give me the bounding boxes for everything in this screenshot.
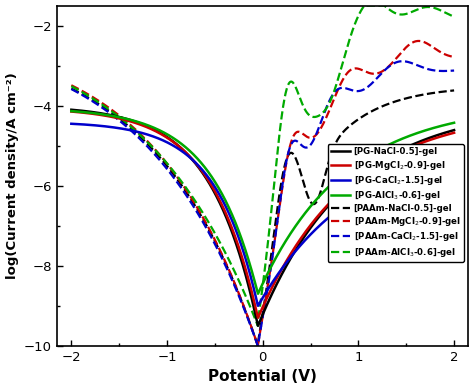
[PG-AlCl$_3$-0.6]-gel <box>440 123 446 128</box>
[PAAm-NaCl-0.5]-gel <box>255 342 260 347</box>
[PG-CaCl$_2$-1.5]-gel <box>68 121 74 126</box>
[PAAm-MgCl$_2$-0.9]-gel <box>440 51 446 56</box>
[PAAm-MgCl$_2$-0.9]-gel <box>451 55 457 59</box>
[PG-MgCl$_2$-0.9]-gel <box>88 111 94 116</box>
[PG-NaCl-0.5]-gel <box>440 131 446 136</box>
[PG-NaCl-0.5]-gel <box>245 279 250 284</box>
X-axis label: Potential (V): Potential (V) <box>208 369 317 385</box>
[PG-AlCl$_3$-0.6]-gel <box>440 123 446 128</box>
[PAAm-NaCl-0.5]-gel <box>440 89 446 94</box>
Line: [PG-MgCl$_2$-0.9]-gel: [PG-MgCl$_2$-0.9]-gel <box>71 112 454 318</box>
[PAAm-AlCl$_3$-0.6]-gel <box>68 84 74 89</box>
[PAAm-MgCl$_2$-0.9]-gel <box>255 343 261 348</box>
[PG-CaCl$_2$-1.5]-gel <box>370 185 376 190</box>
[PAAm-AlCl$_3$-0.6]-gel <box>255 323 260 327</box>
[PG-MgCl$_2$-0.9]-gel <box>255 314 260 318</box>
[PAAm-AlCl$_3$-0.6]-gel <box>370 3 376 8</box>
[PAAm-NaCl-0.5]-gel <box>245 314 250 318</box>
[PAAm-AlCl$_3$-0.6]-gel <box>362 3 367 8</box>
Line: [PAAm-MgCl$_2$-0.9]-gel: [PAAm-MgCl$_2$-0.9]-gel <box>71 41 454 346</box>
[PAAm-NaCl-0.5]-gel <box>370 108 376 113</box>
[PAAm-CaCl$_2$-1.5]-gel <box>68 87 74 91</box>
[PAAm-CaCl$_2$-1.5]-gel <box>440 69 446 73</box>
[PG-NaCl-0.5]-gel <box>88 110 94 114</box>
[PAAm-MgCl$_2$-0.9]-gel <box>88 94 94 98</box>
[PAAm-CaCl$_2$-1.5]-gel <box>255 344 261 348</box>
[PG-AlCl$_3$-0.6]-gel <box>88 110 94 115</box>
[PAAm-MgCl$_2$-0.9]-gel <box>245 313 250 318</box>
[PAAm-AlCl$_3$-0.6]-gel <box>440 9 446 14</box>
[PAAm-CaCl$_2$-1.5]-gel <box>440 69 446 73</box>
[PAAm-MgCl$_2$-0.9]-gel <box>440 51 446 56</box>
[PG-MgCl$_2$-0.9]-gel <box>370 165 376 169</box>
[PG-NaCl-0.5]-gel <box>255 323 261 328</box>
[PG-AlCl$_3$-0.6]-gel <box>68 109 74 113</box>
[PG-CaCl$_2$-1.5]-gel <box>255 301 260 306</box>
[PG-CaCl$_2$-1.5]-gel <box>440 158 446 162</box>
Line: [PAAm-AlCl$_3$-0.6]-gel: [PAAm-AlCl$_3$-0.6]-gel <box>71 5 454 326</box>
[PG-MgCl$_2$-0.9]-gel <box>68 109 74 114</box>
[PG-CaCl$_2$-1.5]-gel <box>440 158 446 162</box>
[PG-AlCl$_3$-0.6]-gel <box>451 121 457 125</box>
[PAAm-AlCl$_3$-0.6]-gel <box>255 323 261 328</box>
Line: [PG-CaCl$_2$-1.5]-gel: [PG-CaCl$_2$-1.5]-gel <box>71 124 454 306</box>
[PG-MgCl$_2$-0.9]-gel <box>245 273 250 277</box>
Line: [PAAm-CaCl$_2$-1.5]-gel: [PAAm-CaCl$_2$-1.5]-gel <box>71 61 454 346</box>
[PG-CaCl$_2$-1.5]-gel <box>88 122 94 127</box>
[PAAm-NaCl-0.5]-gel <box>68 86 74 91</box>
[PAAm-AlCl$_3$-0.6]-gel <box>451 14 457 19</box>
[PG-CaCl$_2$-1.5]-gel <box>255 303 261 308</box>
[PAAm-CaCl$_2$-1.5]-gel <box>370 80 376 85</box>
[PG-NaCl-0.5]-gel <box>255 321 260 326</box>
[PG-CaCl$_2$-1.5]-gel <box>451 155 457 160</box>
[PG-AlCl$_3$-0.6]-gel <box>255 291 261 296</box>
[PG-NaCl-0.5]-gel <box>68 107 74 112</box>
[PAAm-MgCl$_2$-0.9]-gel <box>68 83 74 88</box>
[PAAm-MgCl$_2$-0.9]-gel <box>416 39 421 43</box>
[PG-AlCl$_3$-0.6]-gel <box>245 254 250 258</box>
Legend: [PG-NaCl-0.5]-gel, [PG-MgCl$_2$-0.9]-gel, [PG-CaCl$_2$-1.5]-gel, [PG-AlCl$_3$-0.: [PG-NaCl-0.5]-gel, [PG-MgCl$_2$-0.9]-gel… <box>328 144 464 262</box>
[PAAm-NaCl-0.5]-gel <box>440 89 446 94</box>
[PAAm-AlCl$_3$-0.6]-gel <box>245 298 250 302</box>
[PG-AlCl$_3$-0.6]-gel <box>370 151 376 156</box>
Y-axis label: log(Current density/A cm⁻²): log(Current density/A cm⁻²) <box>6 73 18 279</box>
[PAAm-NaCl-0.5]-gel <box>88 97 94 101</box>
[PAAm-AlCl$_3$-0.6]-gel <box>440 9 446 14</box>
[PG-NaCl-0.5]-gel <box>440 131 446 136</box>
[PAAm-MgCl$_2$-0.9]-gel <box>370 71 376 76</box>
[PG-NaCl-0.5]-gel <box>451 128 457 133</box>
[PAAm-AlCl$_3$-0.6]-gel <box>88 95 94 99</box>
[PAAm-CaCl$_2$-1.5]-gel <box>400 59 405 64</box>
[PAAm-NaCl-0.5]-gel <box>255 344 261 348</box>
[PAAm-CaCl$_2$-1.5]-gel <box>245 315 250 319</box>
[PG-MgCl$_2$-0.9]-gel <box>440 133 446 138</box>
Line: [PG-AlCl$_3$-0.6]-gel: [PG-AlCl$_3$-0.6]-gel <box>71 111 454 294</box>
Line: [PG-NaCl-0.5]-gel: [PG-NaCl-0.5]-gel <box>71 110 454 326</box>
[PAAm-CaCl$_2$-1.5]-gel <box>255 342 260 347</box>
[PG-AlCl$_3$-0.6]-gel <box>255 290 260 294</box>
[PG-MgCl$_2$-0.9]-gel <box>451 130 457 135</box>
[PG-NaCl-0.5]-gel <box>370 164 376 169</box>
[PAAm-CaCl$_2$-1.5]-gel <box>451 68 457 73</box>
Line: [PAAm-NaCl-0.5]-gel: [PAAm-NaCl-0.5]-gel <box>71 89 454 346</box>
[PAAm-CaCl$_2$-1.5]-gel <box>88 98 94 103</box>
[PAAm-NaCl-0.5]-gel <box>451 88 457 93</box>
[PG-MgCl$_2$-0.9]-gel <box>255 316 261 320</box>
[PAAm-MgCl$_2$-0.9]-gel <box>255 342 260 347</box>
[PG-MgCl$_2$-0.9]-gel <box>440 133 446 138</box>
[PG-CaCl$_2$-1.5]-gel <box>245 262 250 267</box>
